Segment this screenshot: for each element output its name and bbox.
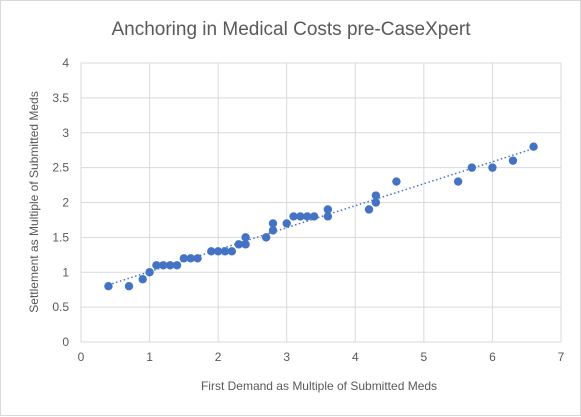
data-point xyxy=(309,212,319,221)
data-point xyxy=(145,268,154,277)
y-tick-label: 3.5 xyxy=(52,91,69,105)
x-tick-label: 1 xyxy=(146,350,153,364)
data-point xyxy=(179,254,189,263)
data-point xyxy=(138,275,147,284)
data-point xyxy=(207,247,216,256)
x-axis-title: First Demand as Multiple of Submitted Me… xyxy=(201,379,437,393)
data-point xyxy=(172,261,182,270)
data-point xyxy=(227,247,237,256)
x-tick-label: 3 xyxy=(283,350,290,364)
data-points xyxy=(104,142,538,291)
data-point xyxy=(289,212,298,221)
data-point xyxy=(303,212,312,221)
y-tick-label: 1 xyxy=(62,265,69,279)
gridlines xyxy=(80,62,562,343)
data-point xyxy=(268,219,278,228)
y-tick-label: 3 xyxy=(62,126,69,140)
data-point xyxy=(323,205,333,214)
data-point xyxy=(241,240,250,249)
data-point xyxy=(364,205,374,214)
data-point xyxy=(323,212,333,221)
data-point xyxy=(241,233,250,242)
data-point xyxy=(261,233,271,242)
data-point xyxy=(234,240,243,249)
data-point xyxy=(213,247,223,256)
data-point xyxy=(453,177,463,186)
data-point xyxy=(186,254,195,263)
data-point xyxy=(392,177,401,186)
data-point xyxy=(152,261,161,270)
y-axis-title: Settlement as Multiple of Submitted Meds xyxy=(27,91,41,312)
data-point xyxy=(529,142,538,151)
x-tick-label: 2 xyxy=(215,350,222,364)
data-point xyxy=(193,254,202,263)
data-point xyxy=(104,282,113,291)
data-point xyxy=(508,156,518,165)
x-tick-label: 0 xyxy=(78,350,85,364)
y-tick-label: 2.5 xyxy=(52,161,69,175)
x-tick-label: 6 xyxy=(489,350,496,364)
x-tick-label: 7 xyxy=(558,350,565,364)
trendline xyxy=(108,147,534,286)
chart-title: Anchoring in Medical Costs pre-CaseXpert xyxy=(111,19,471,40)
x-tick-labels: 0 1 2 3 4 5 6 7 xyxy=(78,350,565,364)
trendline-line xyxy=(108,147,534,286)
data-point xyxy=(268,226,278,235)
y-tick-labels: 0 0.5 1 1.5 2 2.5 3 3.5 4 xyxy=(52,56,69,349)
y-tick-label: 4 xyxy=(62,56,69,70)
data-point xyxy=(467,163,477,172)
y-tick-label: 2 xyxy=(62,196,69,210)
x-tick-label: 5 xyxy=(421,350,428,364)
x-tick-label: 4 xyxy=(352,350,359,364)
y-tick-label: 1.5 xyxy=(52,230,69,244)
data-point xyxy=(296,212,305,221)
data-point xyxy=(371,191,381,200)
data-point xyxy=(371,198,381,207)
y-tick-label: 0.5 xyxy=(52,300,69,314)
data-point xyxy=(159,261,168,270)
data-point xyxy=(165,261,175,270)
data-point xyxy=(220,247,230,256)
data-point xyxy=(282,219,291,228)
y-tick-label: 0 xyxy=(62,335,69,349)
data-point xyxy=(488,163,497,172)
data-point xyxy=(124,282,134,291)
